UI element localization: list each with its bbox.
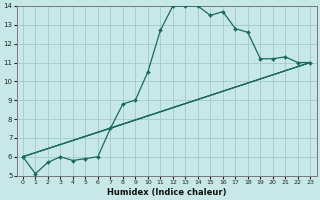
X-axis label: Humidex (Indice chaleur): Humidex (Indice chaleur) — [107, 188, 226, 197]
